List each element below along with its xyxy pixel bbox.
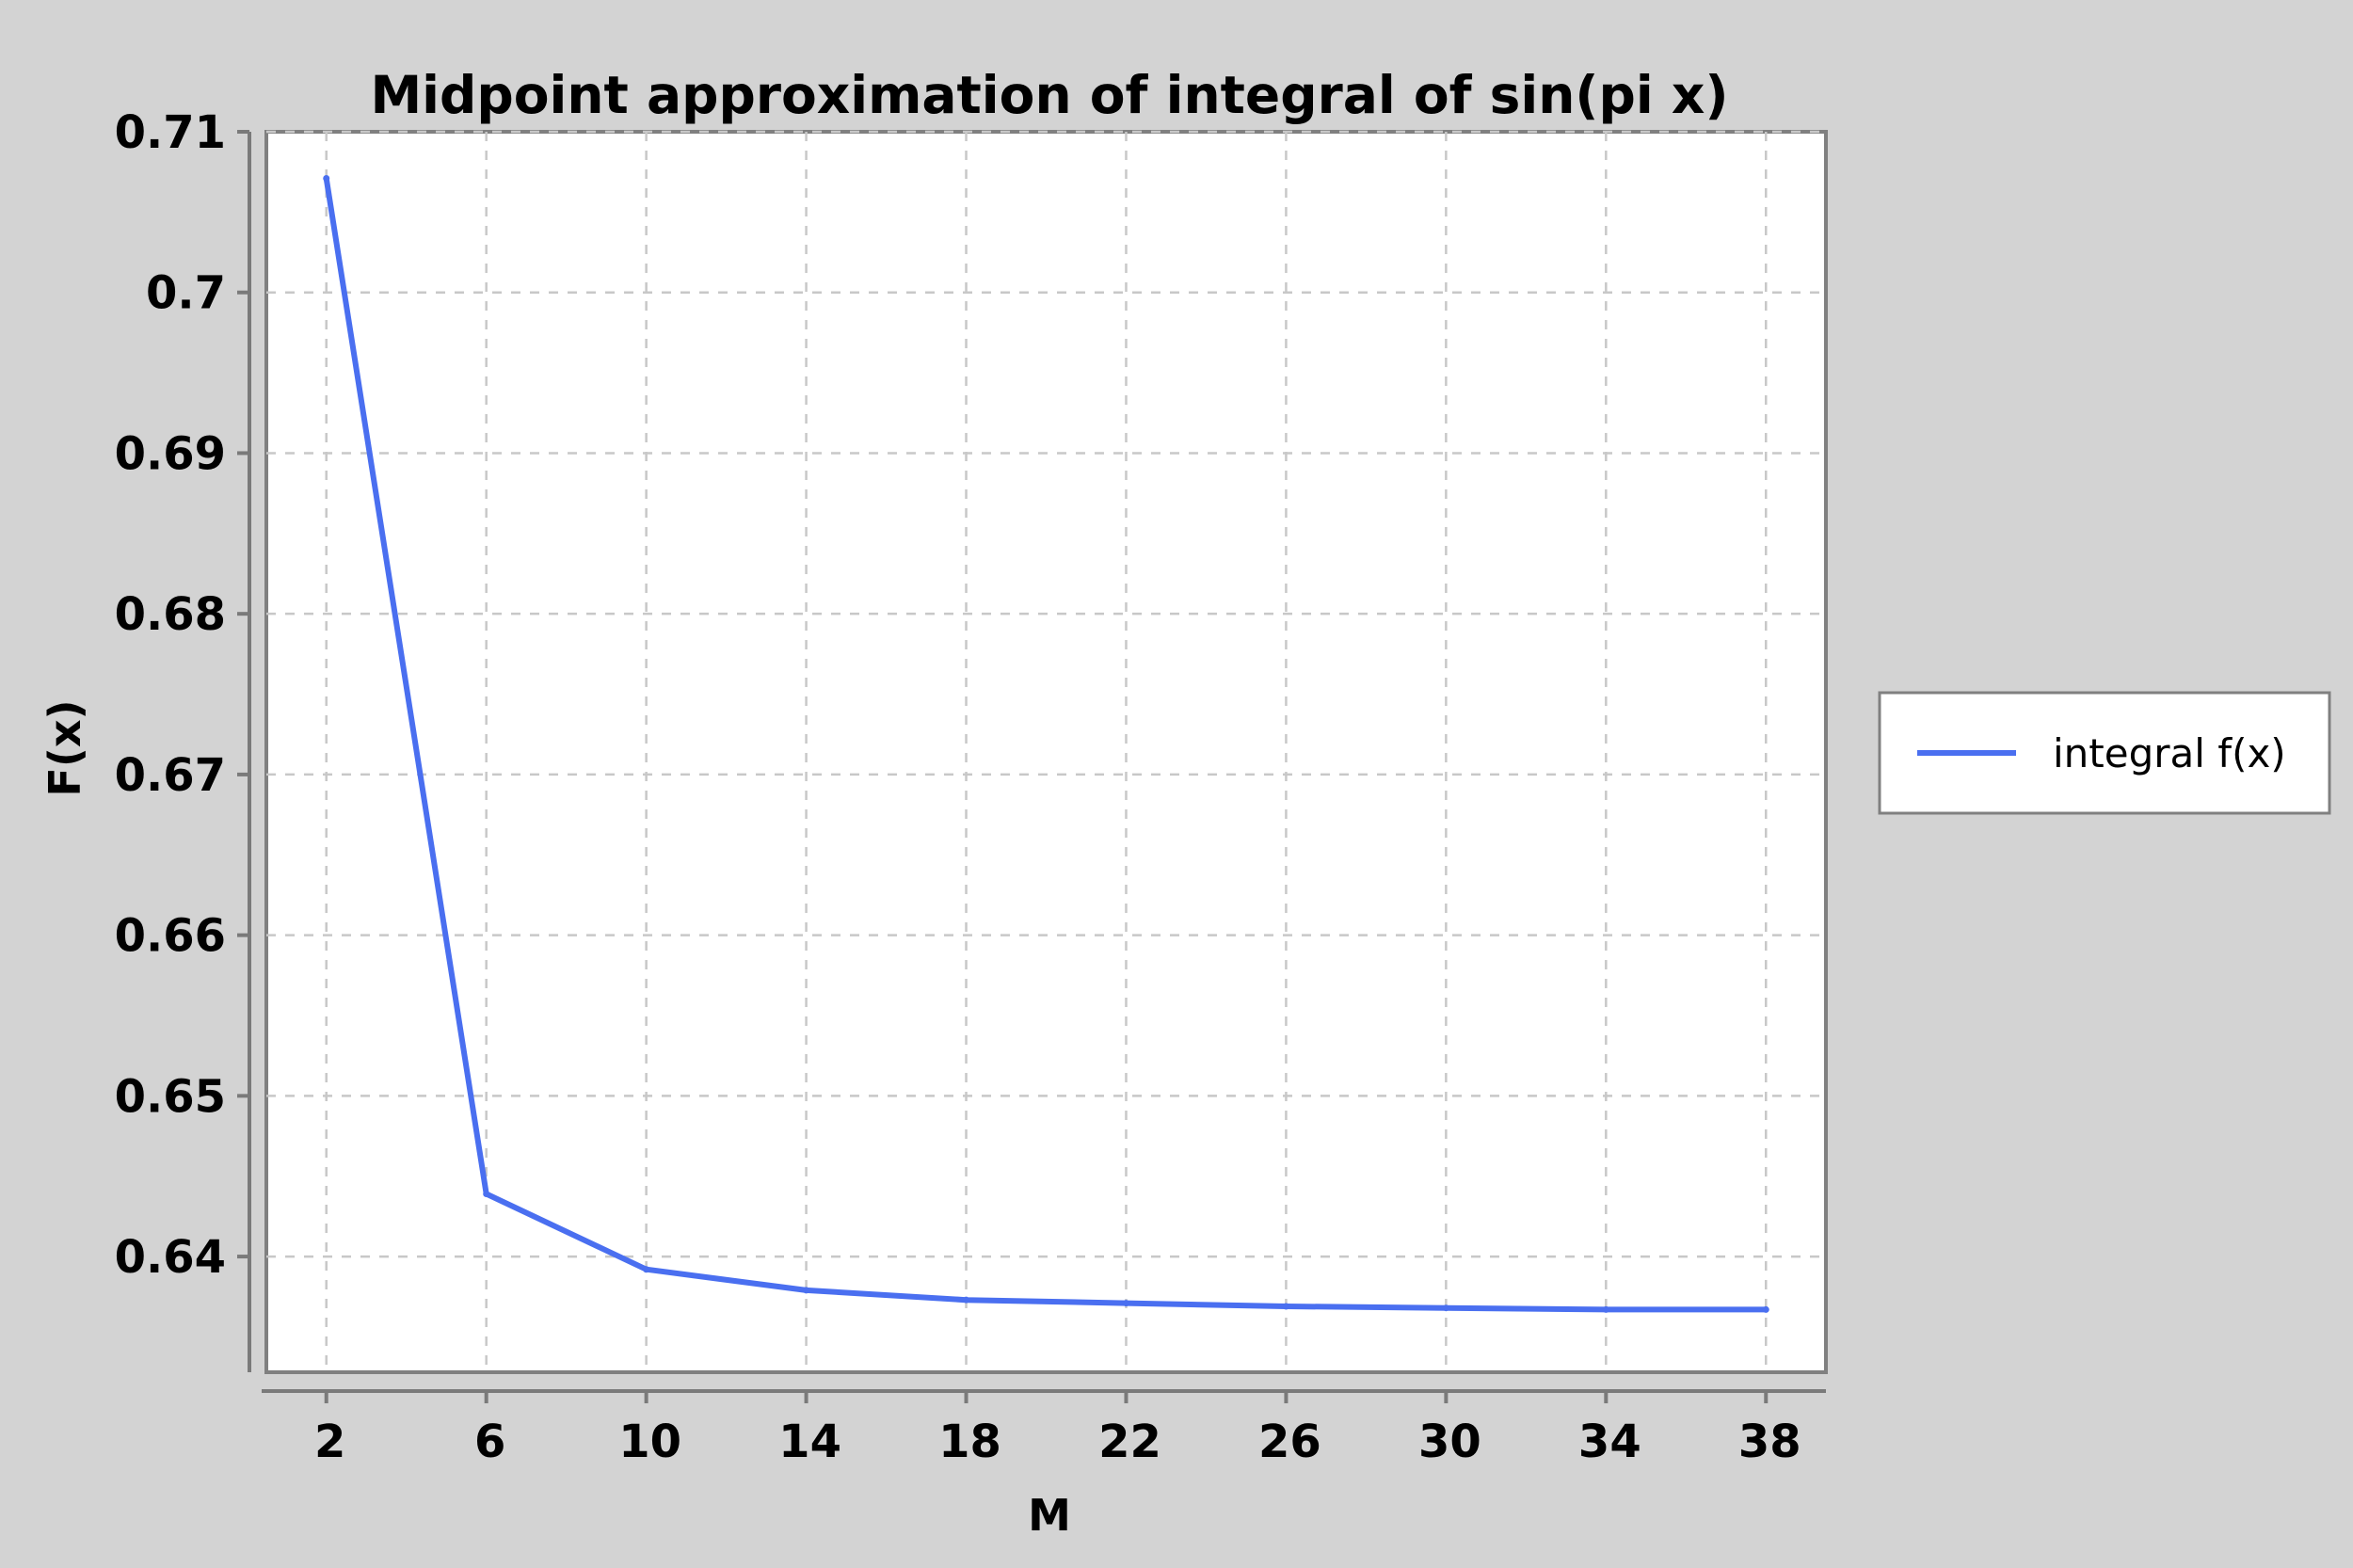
data-point xyxy=(1442,1304,1449,1312)
data-point xyxy=(1122,1300,1129,1307)
x-axis-label: M xyxy=(1028,1490,1071,1541)
x-tick-label: 10 xyxy=(618,1416,681,1468)
x-tick-label: 6 xyxy=(474,1416,505,1468)
chart-title: Midpoint approximation of integral of si… xyxy=(370,65,1728,125)
x-tick-label: 2 xyxy=(314,1416,345,1468)
x-tick-label: 14 xyxy=(778,1416,841,1468)
y-tick-label: 0.67 xyxy=(115,749,226,802)
plot-area xyxy=(264,130,1828,1374)
data-point xyxy=(483,1190,490,1197)
y-tick-label: 0.7 xyxy=(146,267,226,320)
y-axis-ticks: 0.64 0.65 0.66 0.67 0.68 0.69 0.7 0.71 xyxy=(115,106,249,1284)
legend-label: integral f(x) xyxy=(2053,730,2286,776)
data-point xyxy=(1602,1305,1609,1313)
y-tick-label: 0.65 xyxy=(115,1070,226,1123)
data-point xyxy=(1762,1305,1769,1313)
y-tick-label: 0.64 xyxy=(115,1231,226,1284)
legend: integral f(x) xyxy=(1878,691,2331,815)
data-point xyxy=(323,175,330,183)
x-tick-label: 30 xyxy=(1418,1416,1481,1468)
x-tick-label: 18 xyxy=(938,1416,1001,1468)
x-tick-label: 34 xyxy=(1578,1416,1641,1468)
series-line xyxy=(323,175,1769,1313)
x-axis-ticks: 2 6 10 14 18 22 26 30 34 38 xyxy=(314,1391,1801,1468)
y-tick-label: 0.66 xyxy=(115,910,226,963)
y-tick-label: 0.69 xyxy=(115,427,226,480)
data-point xyxy=(803,1287,810,1294)
y-tick-label: 0.68 xyxy=(115,588,226,641)
y-tick-label: 0.71 xyxy=(115,106,226,159)
x-tick-label: 26 xyxy=(1258,1416,1321,1468)
data-point xyxy=(1282,1303,1289,1310)
data-point xyxy=(963,1296,970,1304)
x-tick-label: 38 xyxy=(1738,1416,1801,1468)
grid xyxy=(266,130,1826,1372)
data-point xyxy=(643,1266,650,1273)
x-tick-label: 22 xyxy=(1098,1416,1161,1468)
y-axis-label: F(x) xyxy=(40,699,90,796)
series-group xyxy=(323,175,1769,1313)
